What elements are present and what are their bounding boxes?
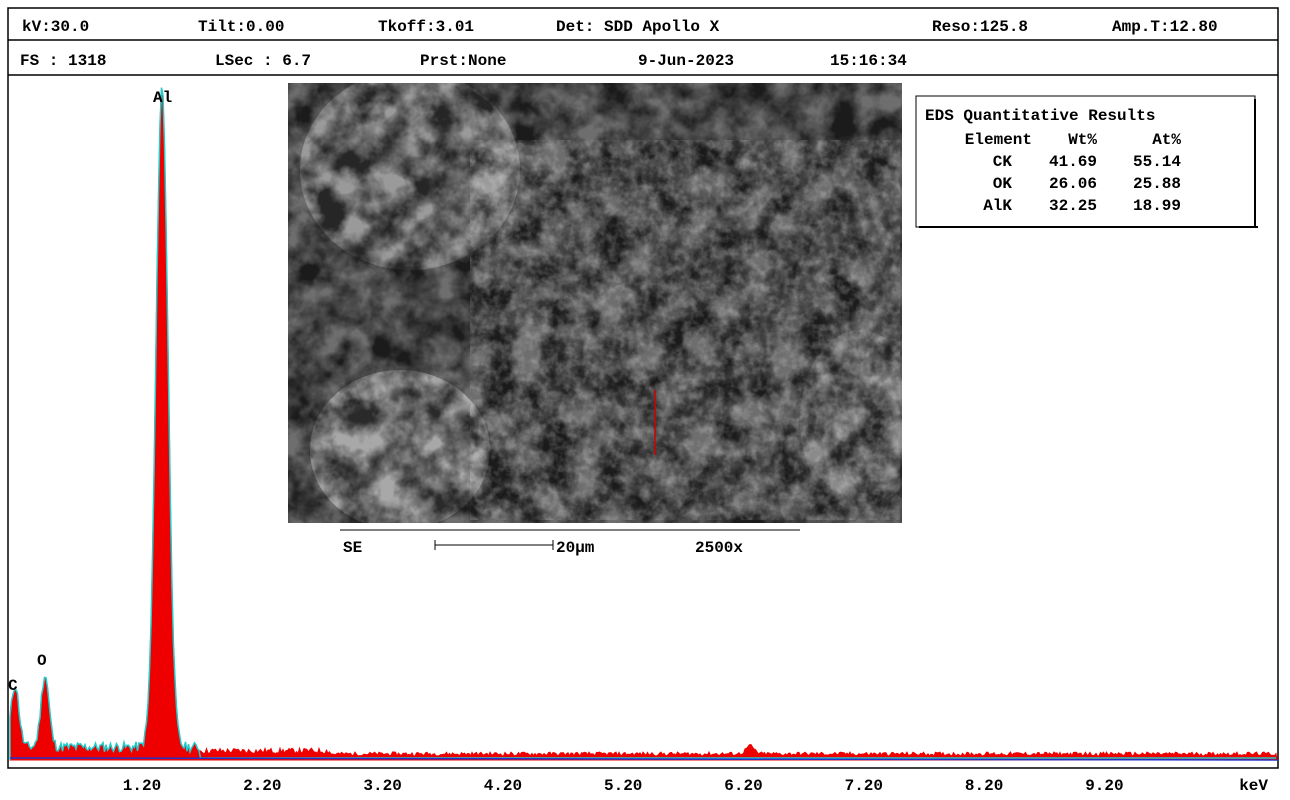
header-field: Tilt:0.00 — [198, 18, 284, 36]
table-cell: 55.14 — [1133, 153, 1181, 171]
header-field: Amp.T:12.80 — [1112, 18, 1218, 36]
x-tick-label: 8.20 — [965, 777, 1003, 795]
results-title: EDS Quantitative Results — [925, 107, 1155, 125]
header-field: 15:16:34 — [830, 52, 907, 70]
scale-label: 20µm — [556, 539, 595, 557]
peak-label: C — [8, 677, 18, 695]
header-field: kV:30.0 — [22, 18, 89, 36]
column-header: Element — [965, 131, 1032, 149]
table-cell: 41.69 — [1049, 153, 1097, 171]
header-field: Reso:125.8 — [932, 18, 1028, 36]
header-field: Det: SDD Apollo X — [556, 18, 720, 36]
x-tick-label: 3.20 — [363, 777, 401, 795]
x-tick-label: 1.20 — [123, 777, 161, 795]
x-tick-label: 2.20 — [243, 777, 281, 795]
x-tick-label: 6.20 — [724, 777, 762, 795]
x-unit: keV — [1239, 777, 1268, 795]
table-cell: OK — [993, 175, 1013, 193]
table-cell: 18.99 — [1133, 197, 1181, 215]
header-field: FS : 1318 — [20, 52, 106, 70]
x-axis: 1.20 2.20 3.20 4.20 5.20 6.20 7.20 8.20 9.20 keV — [123, 777, 1269, 795]
table-cell: 26.06 — [1049, 175, 1097, 193]
peak-label: O — [37, 652, 47, 670]
header-field: Tkoff:3.01 — [378, 18, 474, 36]
peak-label: Al — [153, 89, 172, 107]
image-mode: SE — [343, 539, 362, 557]
magnification: 2500x — [695, 539, 743, 557]
x-tick-label: 5.20 — [604, 777, 642, 795]
column-header: Wt% — [1068, 131, 1097, 149]
eds-screen: kV:30.0 Tilt:0.00 Tkoff:3.01 Det: SDD Apoll… — [0, 0, 1290, 800]
sem-image — [288, 70, 920, 530]
x-tick-label: 7.20 — [845, 777, 883, 795]
x-tick-label: 4.20 — [484, 777, 522, 795]
table-cell: 25.88 — [1133, 175, 1181, 193]
x-tick-label: 9.20 — [1085, 777, 1123, 795]
header-field: LSec : 6.7 — [215, 52, 311, 70]
header-field: 9-Jun-2023 — [638, 52, 734, 70]
table-cell: CK — [993, 153, 1013, 171]
column-header: At% — [1152, 131, 1181, 149]
table-cell: AlK — [983, 197, 1012, 215]
table-cell: 32.25 — [1049, 197, 1097, 215]
header-field: Prst:None — [420, 52, 506, 70]
